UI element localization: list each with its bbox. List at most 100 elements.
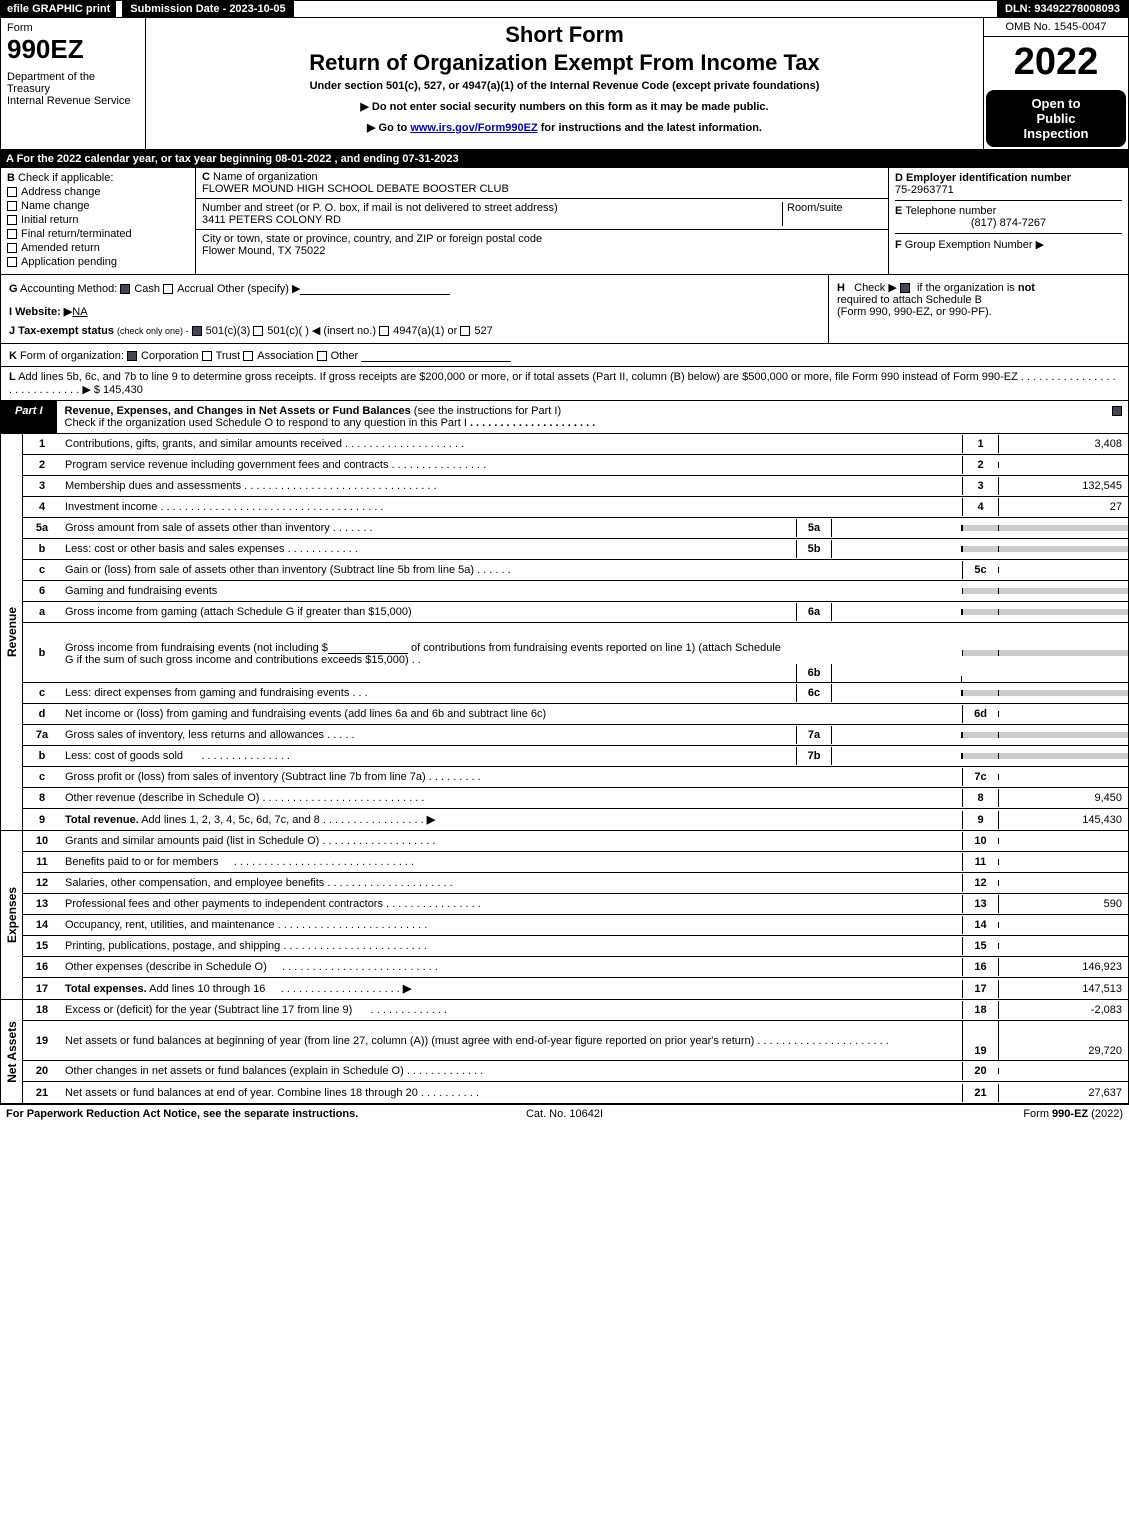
line-14-num: 14	[23, 916, 61, 934]
expenses-section: Expenses 10Grants and similar amounts pa…	[0, 831, 1129, 1000]
line-11-val	[998, 859, 1128, 865]
line-19-num: 19	[23, 1032, 61, 1050]
line-10-num: 10	[23, 832, 61, 850]
4947-label: 4947(a)(1) or	[393, 325, 457, 337]
line-6c-subval	[832, 690, 962, 696]
accrual-checkbox[interactable]	[163, 284, 173, 294]
line-5b-subnum: 5b	[796, 540, 832, 558]
other-org-checkbox[interactable]	[317, 351, 327, 361]
check-applicable: Check if applicable:	[18, 172, 113, 184]
line-8-num: 8	[23, 789, 61, 807]
efile-label[interactable]: efile GRAPHIC print	[1, 1, 116, 17]
part1-title-text: Revenue, Expenses, and Changes in Net As…	[65, 405, 411, 417]
line-6d-num: d	[23, 705, 61, 723]
return-title: Return of Organization Exempt From Incom…	[154, 50, 975, 76]
l-text: Add lines 5b, 6c, and 7b to line 9 to de…	[18, 371, 1018, 383]
line-7c-num: c	[23, 768, 61, 786]
irs-link[interactable]: www.irs.gov/Form990EZ	[410, 122, 537, 134]
amended-return-checkbox[interactable]	[7, 243, 17, 253]
h-text3: (Form 990, 990-EZ, or 990-PF).	[837, 306, 992, 318]
b-label: B	[7, 172, 15, 184]
net-assets-text: Net Assets	[5, 1021, 19, 1083]
omb-number: OMB No. 1545-0047	[984, 18, 1128, 37]
4947-checkbox[interactable]	[379, 326, 389, 336]
expenses-vertical-label: Expenses	[1, 831, 23, 999]
part1-label: Part I	[1, 401, 57, 433]
h-not: not	[1018, 282, 1035, 294]
corporation-label: Corporation	[141, 350, 198, 362]
initial-return-checkbox[interactable]	[7, 215, 17, 225]
501c3-checkbox[interactable]	[192, 326, 202, 336]
line-6c-valshade	[998, 690, 1128, 696]
amended-return-label: Amended return	[21, 242, 100, 254]
address-change-checkbox[interactable]	[7, 187, 17, 197]
final-return-checkbox[interactable]	[7, 229, 17, 239]
line-5b-valshade	[998, 546, 1128, 552]
association-checkbox[interactable]	[243, 351, 253, 361]
g-label: G	[9, 283, 18, 295]
line-20-num: 20	[23, 1062, 61, 1080]
line-9-rnum: 9	[962, 811, 998, 829]
col-de: D Employer identification number 75-2963…	[888, 168, 1128, 274]
l-amount: $ 145,430	[94, 384, 143, 396]
e-label: E	[895, 205, 902, 217]
line-7b-num: b	[23, 747, 61, 765]
dept-treasury: Department of the Treasury	[7, 71, 139, 95]
other-specify-label: Other (specify) ▶	[217, 283, 301, 295]
net-assets-vertical-label: Net Assets	[1, 1000, 23, 1103]
other-specify-field[interactable]	[300, 281, 450, 295]
other-org-field[interactable]	[361, 348, 511, 362]
open-to: Open to	[990, 96, 1122, 111]
application-pending-checkbox[interactable]	[7, 257, 17, 267]
h-checkbox[interactable]	[900, 283, 910, 293]
revenue-text: Revenue	[5, 607, 19, 657]
line-5b-rshade	[962, 546, 998, 552]
line-2-num: 2	[23, 456, 61, 474]
line-7c-rnum: 7c	[962, 768, 998, 786]
line-9-desc: Total revenue. Add lines 1, 2, 3, 4, 5c,…	[61, 810, 962, 829]
submission-date: Submission Date - 2023-10-05	[122, 1, 293, 17]
line-20-desc: Other changes in net assets or fund bala…	[61, 1062, 962, 1080]
final-return-label: Final return/terminated	[21, 228, 132, 240]
cash-checkbox[interactable]	[120, 284, 130, 294]
line-20-rnum: 20	[962, 1062, 998, 1080]
section-b: B Check if applicable: Address change Na…	[0, 168, 1129, 275]
line-5a-subval	[832, 525, 962, 531]
line-4-val: 27	[998, 498, 1128, 516]
part1-schedule-o-checkbox[interactable]	[1112, 406, 1122, 416]
line-21-num: 21	[23, 1084, 61, 1102]
line-6b-blank[interactable]	[328, 640, 408, 654]
line-18-num: 18	[23, 1001, 61, 1019]
line-7a-subnum: 7a	[796, 726, 832, 744]
line-6b-subval	[832, 676, 962, 682]
trust-checkbox[interactable]	[202, 351, 212, 361]
room-suite-label: Room/suite	[782, 202, 882, 226]
line-7b-subnum: 7b	[796, 747, 832, 765]
line-21-rnum: 21	[962, 1084, 998, 1102]
line-16-val: 146,923	[998, 958, 1128, 976]
dln-label: DLN: 93492278008093	[997, 1, 1128, 17]
goto-suffix: for instructions and the latest informat…	[538, 122, 762, 134]
line-17-rnum: 17	[962, 980, 998, 998]
top-bar: efile GRAPHIC print Submission Date - 20…	[0, 0, 1129, 18]
line-5a-desc: Gross amount from sale of assets other t…	[61, 519, 796, 537]
corporation-checkbox[interactable]	[127, 351, 137, 361]
line-12-val	[998, 880, 1128, 886]
line-6c-rshade	[962, 690, 998, 696]
line-6d-desc: Net income or (loss) from gaming and fun…	[61, 705, 962, 723]
line-9-val: 145,430	[998, 811, 1128, 829]
line-7b-subval	[832, 753, 962, 759]
name-change-checkbox[interactable]	[7, 201, 17, 211]
city-label: City or town, state or province, country…	[202, 233, 542, 245]
line-5a-valshade	[998, 525, 1128, 531]
line-10-val	[998, 838, 1128, 844]
line-12-rnum: 12	[962, 874, 998, 892]
line-6-num: 6	[23, 582, 61, 600]
527-checkbox[interactable]	[460, 326, 470, 336]
header-left: Form 990EZ Department of the Treasury In…	[1, 18, 146, 149]
501c-label: 501(c)( ) ◀ (insert no.)	[267, 325, 376, 337]
header-right: OMB No. 1545-0047 2022 Open to Public In…	[983, 18, 1128, 149]
501c-checkbox[interactable]	[253, 326, 263, 336]
footer-cat-no: Cat. No. 10642I	[378, 1108, 750, 1120]
line-14-rnum: 14	[962, 916, 998, 934]
